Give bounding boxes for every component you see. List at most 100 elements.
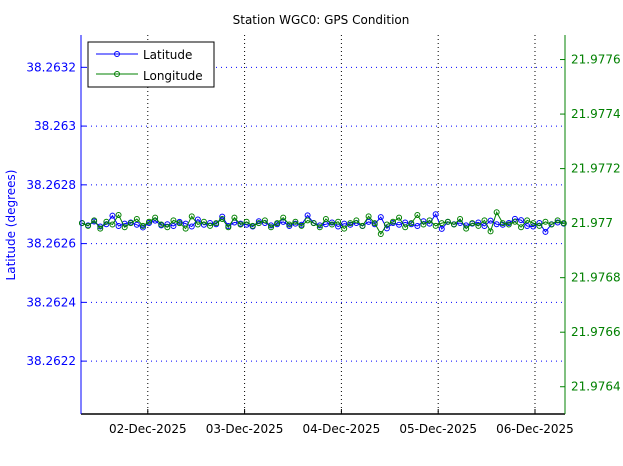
longitude-point [97, 225, 104, 232]
longitude-point [188, 213, 195, 220]
legend-box [87, 41, 215, 88]
longitude-point [139, 222, 146, 229]
longitude-point [493, 209, 500, 216]
longitude-point [396, 214, 403, 221]
latitude-point [396, 221, 403, 228]
longitude-point [335, 218, 342, 225]
legend: Latitude Longitude [87, 41, 215, 88]
longitude-point [438, 220, 445, 227]
latitude-point [170, 222, 177, 229]
longitude-point [207, 222, 214, 229]
latitude-point [432, 211, 439, 218]
y-tick-label-right: 21.9776 [571, 53, 621, 67]
latitude-point [426, 220, 433, 227]
latitude-point [188, 223, 195, 230]
longitude-point [365, 213, 372, 220]
latitude-point [115, 222, 122, 229]
longitude-line [81, 210, 564, 236]
latitude-point [487, 217, 494, 224]
longitude-point [469, 220, 476, 227]
longitude-point [274, 220, 281, 227]
longitude-point [91, 217, 98, 224]
legend-longitude-label: Longitude [143, 69, 203, 83]
y-tick-label-left: 38.2622 [26, 354, 76, 368]
latitude-point [255, 218, 262, 225]
latitude-point [280, 218, 287, 225]
longitude-point [475, 222, 482, 229]
longitude-point [103, 218, 110, 225]
longitude-point [261, 217, 268, 224]
longitude-point [347, 220, 354, 227]
longitude-point [554, 217, 561, 224]
longitude-point [170, 217, 177, 224]
longitude-point [389, 218, 396, 225]
y-tick-label-left: 38.2624 [26, 295, 76, 309]
longitude-point [182, 225, 189, 232]
longitude-point [146, 218, 153, 225]
longitude-point [298, 222, 305, 229]
latitude-point [414, 222, 421, 229]
longitude-point [304, 217, 311, 224]
longitude-point [286, 221, 293, 228]
longitude-point [219, 216, 226, 223]
x-tick-label: 02-Dec-2025 [109, 422, 187, 436]
longitude-point [231, 214, 238, 221]
chart-title: Station WGC0: GPS Condition [233, 13, 410, 27]
latitude-point [481, 222, 488, 229]
latitude-point [365, 218, 372, 225]
longitude-point [176, 220, 183, 227]
latitude-point [438, 225, 445, 232]
longitude-point [127, 220, 134, 227]
longitude-point [542, 218, 549, 225]
longitude-point [310, 220, 317, 227]
latitude-point [530, 223, 537, 230]
longitude-point [359, 222, 366, 229]
latitude-point [377, 214, 384, 221]
axes [80, 35, 566, 415]
longitude-point [402, 224, 409, 231]
y-tick-label-left: 38.2632 [26, 60, 76, 74]
longitude-point [536, 222, 543, 229]
longitude-point [371, 220, 378, 227]
latitude-point [109, 212, 116, 219]
latitude-point [475, 219, 482, 226]
legend-latitude-marker [114, 51, 120, 57]
y-tick-label-right: 21.9766 [571, 325, 621, 339]
longitude-point [255, 220, 262, 227]
longitude-point [499, 220, 506, 227]
y-tick-label-right: 21.9772 [571, 162, 621, 176]
latitude-point [518, 217, 525, 224]
longitude-point [383, 221, 390, 228]
longitude-point [341, 225, 348, 232]
latitude-point [133, 221, 140, 228]
longitude-point [213, 220, 220, 227]
longitude-point [243, 218, 250, 225]
longitude-point [158, 221, 165, 228]
longitude-point [121, 224, 128, 231]
longitude-point [426, 217, 433, 224]
longitude-point [268, 224, 275, 231]
longitude-point [78, 220, 85, 227]
y-tick-label-left: 38.263 [34, 119, 76, 133]
y-tick-label-right: 21.977 [571, 216, 613, 230]
longitude-point [237, 221, 244, 228]
longitude-point [322, 216, 329, 223]
longitude-point [152, 214, 159, 221]
longitude-point [530, 220, 537, 227]
x-tick-label: 03-Dec-2025 [206, 422, 284, 436]
longitude-point [457, 216, 464, 223]
longitude-point [524, 217, 531, 224]
longitude-point [377, 231, 384, 238]
x-tick-label: 06-Dec-2025 [496, 422, 574, 436]
legend-latitude-label: Latitude [143, 48, 192, 62]
y-tick-label-left: 38.2626 [26, 237, 76, 251]
x-tick-label: 05-Dec-2025 [399, 422, 477, 436]
latitude-point [493, 221, 500, 228]
longitude-point [225, 224, 232, 231]
longitude-point [420, 221, 427, 228]
x-tick-label: 04-Dec-2025 [303, 422, 381, 436]
longitude-point [518, 224, 525, 231]
y-tick-label-right: 21.9774 [571, 107, 621, 121]
longitude-point [353, 217, 360, 224]
